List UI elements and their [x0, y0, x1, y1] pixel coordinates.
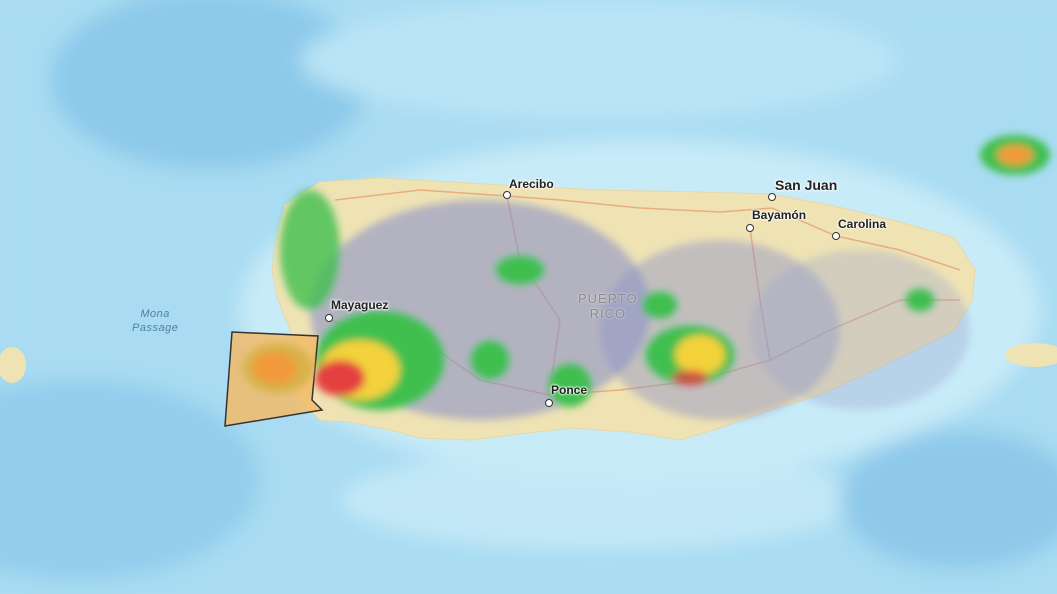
city-marker-arecibo[interactable] — [503, 191, 511, 199]
mona-island — [0, 347, 26, 383]
city-label-mayaguez[interactable]: Mayaguez — [331, 298, 389, 312]
water-label-mona-passage: Mona Passage — [132, 307, 178, 335]
region-label-line: RICO — [589, 306, 627, 321]
water-label-line: Mona — [140, 308, 170, 320]
city-label-bayamon[interactable]: Bayamón — [752, 208, 807, 222]
city-marker-bayamon[interactable] — [746, 224, 754, 232]
city-marker-mayaguez[interactable] — [325, 314, 333, 322]
radar-overlay — [280, 135, 1050, 420]
city-marker-carolina[interactable] — [832, 232, 840, 240]
radar-in-warning — [243, 343, 313, 393]
city-label-san-juan[interactable]: San Juan — [775, 177, 838, 193]
city-label-carolina[interactable]: Carolina — [838, 217, 887, 231]
city-marker-ponce[interactable] — [545, 399, 553, 407]
region-label-puerto-rico: PUERTO RICO — [578, 291, 638, 321]
city-label-ponce[interactable]: Ponce — [551, 383, 588, 397]
region-label-line: PUERTO — [578, 291, 638, 306]
vieques-island — [1005, 343, 1057, 367]
water-label-line: Passage — [132, 322, 179, 334]
city-label-arecibo[interactable]: Arecibo — [509, 177, 554, 191]
city-marker-san-juan[interactable] — [768, 193, 776, 201]
